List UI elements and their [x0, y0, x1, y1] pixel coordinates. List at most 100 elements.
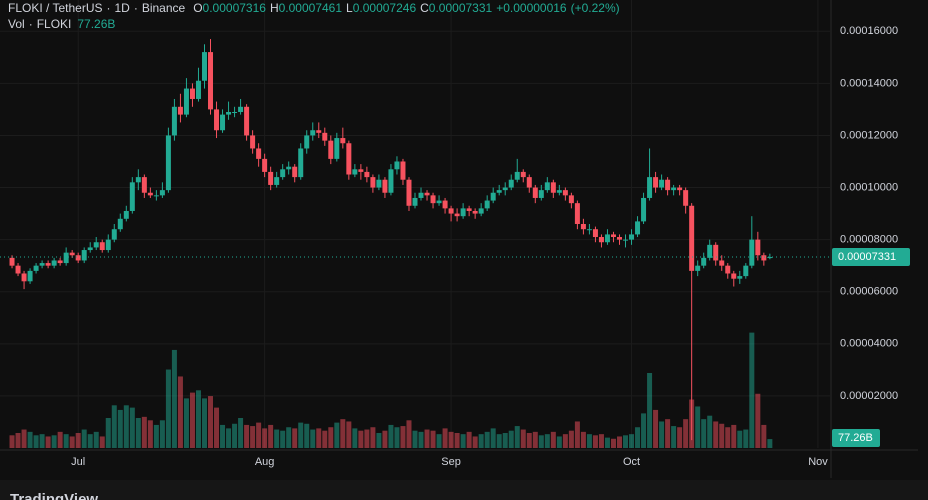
- volume-bar: [382, 430, 388, 448]
- exchange: Binance: [141, 1, 186, 15]
- candle-body: [310, 130, 316, 136]
- volume-bar: [496, 434, 502, 448]
- volume-bar: [550, 431, 556, 448]
- candle-body: [195, 80, 201, 99]
- candle-body: [45, 263, 51, 266]
- volume-bar: [713, 421, 719, 448]
- candle-body: [490, 192, 496, 201]
- footer-bar: [0, 480, 928, 500]
- volume-bar: [358, 430, 364, 448]
- volume-bar: [99, 436, 105, 448]
- volume-bar: [647, 373, 653, 448]
- volume-bar: [268, 424, 274, 448]
- volume-bar: [298, 422, 304, 448]
- volume-bar: [316, 428, 322, 448]
- candle-body: [550, 182, 556, 193]
- candle-body: [27, 270, 33, 282]
- volume-bar: [610, 438, 616, 448]
- candle-body: [520, 171, 526, 178]
- volume-bar: [322, 430, 328, 448]
- candle-body: [761, 255, 767, 261]
- volume-bar: [460, 434, 466, 448]
- candle-body: [214, 109, 220, 131]
- volume-bar: [135, 418, 141, 448]
- candle-body: [376, 179, 382, 188]
- candle-body: [544, 182, 550, 191]
- volume-bar: [292, 428, 298, 448]
- candle-body: [364, 171, 370, 178]
- candle-body: [526, 177, 532, 188]
- volume-bar: [129, 407, 135, 448]
- candle-body: [111, 229, 117, 240]
- candle-body: [358, 169, 364, 172]
- volume-bar: [598, 434, 604, 448]
- separator: ·: [106, 1, 111, 15]
- volume-bar: [57, 431, 63, 448]
- volume-bar: [75, 433, 81, 448]
- candle-body: [9, 257, 15, 266]
- low-prefix: L: [346, 1, 353, 15]
- interval[interactable]: 1D: [114, 1, 130, 15]
- y-tick-label: 0.00006000: [840, 286, 898, 298]
- volume-bar: [442, 428, 448, 448]
- volume-name: Vol: [8, 17, 25, 31]
- y-tick-label: 0.00016000: [840, 25, 898, 37]
- x-tick-label: Aug: [255, 456, 275, 468]
- price-label-box: [832, 248, 910, 267]
- volume-bar: [147, 420, 153, 448]
- candle-body: [165, 135, 171, 191]
- volume-bar: [544, 434, 550, 448]
- high-prefix: H: [269, 1, 279, 15]
- x-tick-label: Jul: [71, 456, 85, 468]
- candle-body: [268, 171, 274, 185]
- volume-bar: [244, 424, 250, 448]
- volume-bar: [761, 424, 767, 448]
- change-percent: (+0.22%): [570, 1, 620, 15]
- volume-bar: [165, 369, 171, 448]
- candle-body: [159, 190, 165, 196]
- plot-background: [0, 0, 918, 478]
- y-tick-label: 0.00010000: [840, 181, 898, 193]
- volume-bar: [334, 422, 340, 448]
- candle-body: [574, 203, 580, 224]
- candle-body: [418, 192, 424, 198]
- volume-bar: [604, 437, 610, 448]
- candle-body: [208, 52, 214, 110]
- symbol[interactable]: FLOKI / TetherUS: [8, 1, 103, 15]
- candle-body: [316, 130, 322, 133]
- volume-bar: [484, 431, 490, 448]
- candle-body: [352, 169, 358, 175]
- volume-bar: [226, 428, 232, 448]
- candle-body: [580, 224, 586, 230]
- legend-row: FLOKI / TetherUS · 1D · Binance O 0.00007…: [8, 1, 620, 15]
- candle-body: [719, 260, 725, 266]
- candle-body: [117, 218, 123, 230]
- candle-body: [586, 229, 592, 231]
- volume-symbol: FLOKI: [36, 17, 72, 31]
- volume-bar: [701, 419, 707, 448]
- candle-body: [274, 177, 280, 185]
- candle-body: [659, 179, 665, 188]
- candle-body: [707, 244, 713, 258]
- volume-bar: [93, 431, 99, 448]
- candle-body: [153, 195, 159, 197]
- volume-bar: [123, 405, 129, 448]
- candle-body: [129, 182, 135, 211]
- volume-bar: [406, 420, 412, 448]
- volume-bar: [159, 420, 165, 448]
- open-value: 0.00007316: [202, 1, 266, 15]
- candle-body: [400, 161, 406, 180]
- candle-body: [177, 106, 183, 115]
- volume-bar: [400, 426, 406, 448]
- candle-body: [39, 263, 45, 266]
- candle-body: [568, 195, 574, 204]
- volume-bar: [15, 433, 21, 448]
- volume-bar: [81, 429, 87, 448]
- volume-bar: [454, 433, 460, 448]
- volume-bar: [665, 419, 671, 448]
- volume-bar: [755, 393, 761, 448]
- candle-body: [556, 190, 562, 193]
- separator: ·: [28, 17, 33, 31]
